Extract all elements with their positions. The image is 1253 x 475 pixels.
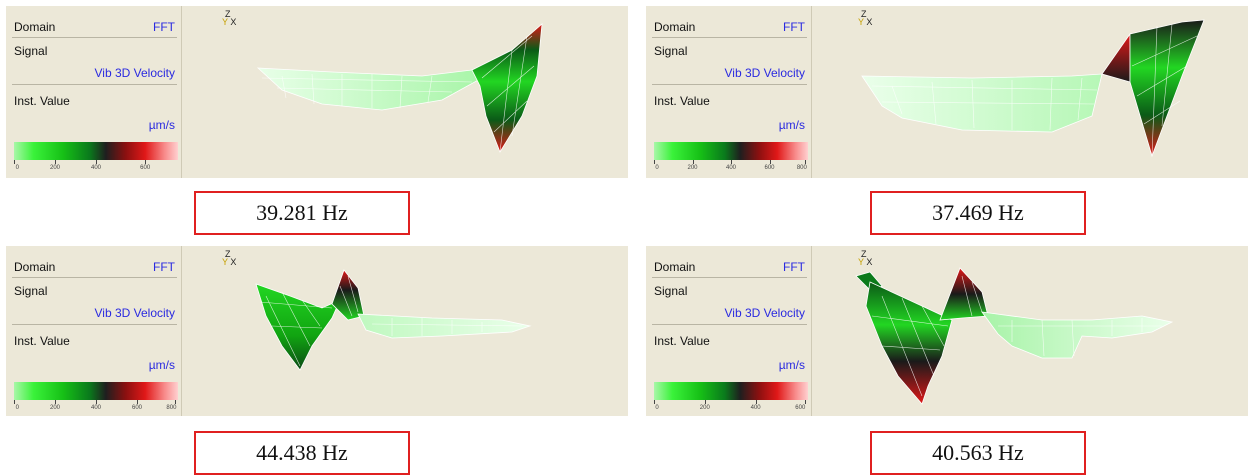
color-scale-bar [654,382,808,400]
signal-value[interactable]: Vib 3D Velocity [94,306,176,320]
frequency-label-4: 40.563 Hz [870,431,1086,475]
signal-label: Signal [654,44,688,58]
inst-value-label: Inst. Value [654,94,710,108]
scale-tick: 0 [655,165,659,171]
unit-label: µm/s [148,118,175,132]
divider [652,324,807,325]
domain-value[interactable]: FFT [153,20,175,34]
scale-tick: 200 [49,405,61,411]
divider [12,37,177,38]
scale-tick: 0 [15,165,19,171]
scale-tick: 200 [687,165,698,171]
scale-tick: 600 [140,165,151,171]
axis-triad-icon: Z Y X [858,249,873,267]
unit-label: µm/s [778,358,805,372]
inst-value-label: Inst. Value [14,334,70,348]
vibration-panel-3: Domain FFT Signal Vib 3D Velocity Inst. … [6,246,628,416]
domain-value[interactable]: FFT [783,260,805,274]
divider [12,84,177,85]
signal-value[interactable]: Vib 3D Velocity [94,66,176,80]
divider [652,277,807,278]
color-scale-ticks: 0 200 400 600 [654,400,808,414]
signal-label: Signal [14,284,48,298]
color-scale-ticks: 0 200 400 600 800 [654,160,808,174]
scale-tick: 600 [795,405,806,411]
mode-shape-mesh [861,19,1205,158]
domain-value[interactable]: FFT [783,20,805,34]
axis-triad-icon: Z Y X [222,249,237,267]
inst-value-label: Inst. Value [654,334,710,348]
unit-label: µm/s [148,358,175,372]
signal-value[interactable]: Vib 3D Velocity [724,306,806,320]
inst-value-label: Inst. Value [14,94,70,108]
domain-label: Domain [14,20,56,34]
domain-label: Domain [654,260,696,274]
domain-value[interactable]: FFT [153,260,175,274]
color-scale-bar [14,382,178,400]
color-scale-bar [14,142,178,160]
legend-sidebar: Domain FFT Signal Vib 3D Velocity Inst. … [646,246,812,416]
color-scale-ticks: 0 200 400 600 [14,160,178,174]
scale-tick: 200 [699,405,710,411]
scale-tick: 400 [725,165,737,171]
signal-label: Signal [14,44,48,58]
divider [12,324,177,325]
axis-triad-icon: Z Y X [222,9,237,27]
mode-shape-mesh [255,269,532,371]
scale-tick: 400 [750,405,761,411]
scale-tick: 600 [131,405,143,411]
scale-tick: 400 [90,405,102,411]
domain-label: Domain [14,260,56,274]
legend-sidebar: Domain FFT Signal Vib 3D Velocity Inst. … [6,6,182,178]
frequency-label-1: 39.281 Hz [194,191,410,235]
frequency-label-3: 44.438 Hz [194,431,410,475]
frequency-label-2: 37.469 Hz [870,191,1086,235]
legend-sidebar: Domain FFT Signal Vib 3D Velocity Inst. … [6,246,182,416]
legend-sidebar: Domain FFT Signal Vib 3D Velocity Inst. … [646,6,812,178]
unit-label: µm/s [778,118,805,132]
scale-tick: 400 [90,165,102,171]
divider [652,84,807,85]
mode-shape-mesh [855,267,1174,405]
vibration-panel-1: Domain FFT Signal Vib 3D Velocity Inst. … [6,6,628,178]
divider [652,37,807,38]
color-scale-ticks: 0 200 400 600 800 [14,400,178,414]
scale-tick: 0 [655,405,659,411]
divider [12,277,177,278]
color-scale-bar [654,142,808,160]
scale-tick: 600 [764,165,775,171]
axis-triad-icon: Z Y X [858,9,873,27]
mode-shape-mesh [256,23,543,153]
domain-label: Domain [654,20,696,34]
scale-tick: 200 [49,165,61,171]
scale-tick: 800 [166,405,177,411]
vibration-panel-4: Domain FFT Signal Vib 3D Velocity Inst. … [646,246,1248,416]
scale-tick: 800 [796,165,807,171]
scale-tick: 0 [15,405,19,411]
vibration-panel-2: Domain FFT Signal Vib 3D Velocity Inst. … [646,6,1248,178]
signal-value[interactable]: Vib 3D Velocity [724,66,806,80]
signal-label: Signal [654,284,688,298]
